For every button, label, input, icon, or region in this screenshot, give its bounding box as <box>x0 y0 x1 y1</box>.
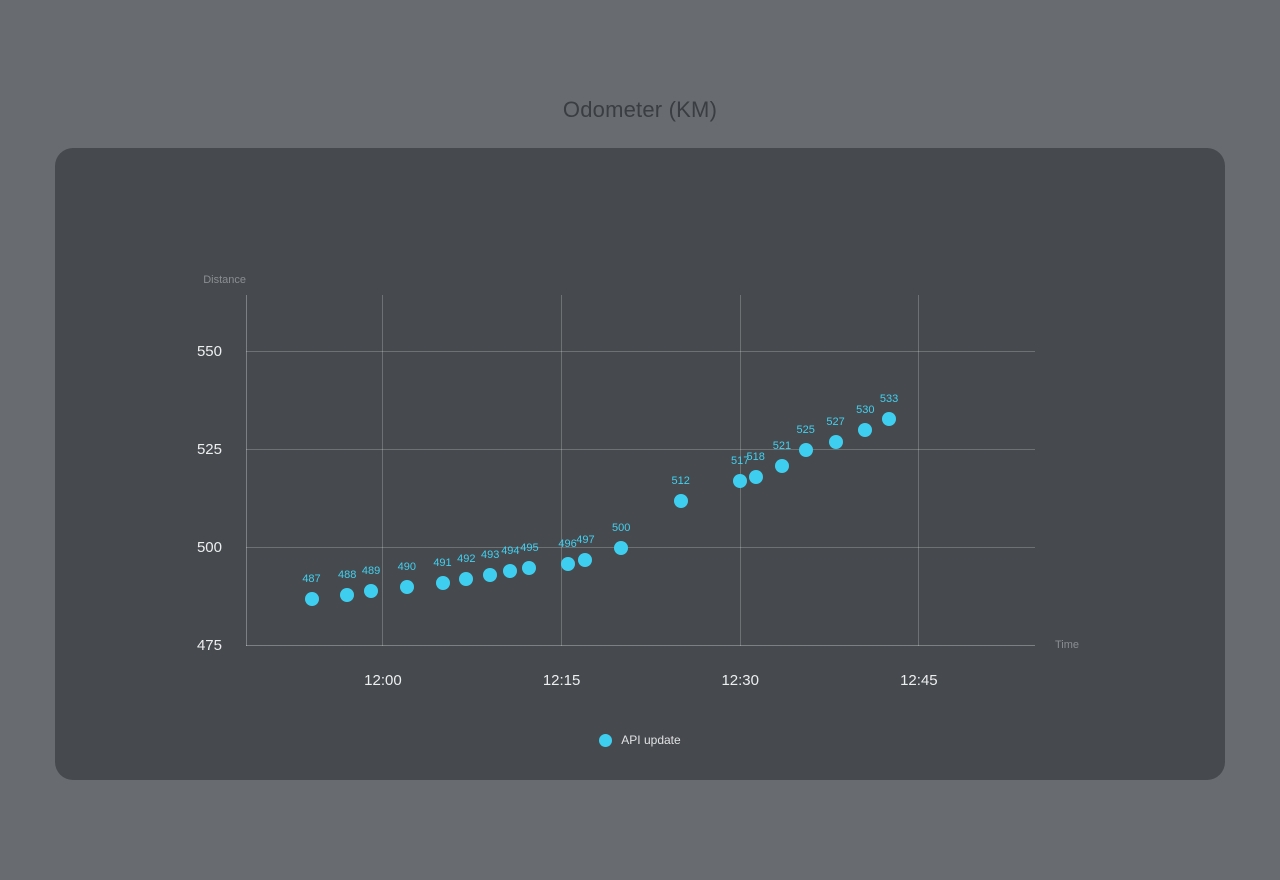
data-point-label: 518 <box>746 451 765 464</box>
data-point[interactable] <box>435 576 450 591</box>
x-axis-label: Time <box>1055 639 1080 651</box>
data-point-label: 496 <box>558 537 577 550</box>
data-point[interactable] <box>774 458 789 473</box>
data-point[interactable] <box>614 540 629 555</box>
data-point[interactable] <box>882 411 897 426</box>
x-axis-tick-label: 12:15 <box>542 672 581 689</box>
data-point[interactable] <box>828 435 843 450</box>
data-point-label: 497 <box>576 533 595 546</box>
y-axis-tick-label: 550 <box>196 342 222 360</box>
vertical-gridline <box>739 295 741 646</box>
data-point-label: 494 <box>501 545 520 558</box>
x-axis-tick-label: 12:30 <box>721 672 759 689</box>
data-point-label: 493 <box>480 549 500 562</box>
y-axis-tick-label: 475 <box>196 637 222 654</box>
data-point-label: 530 <box>856 404 875 417</box>
data-point[interactable] <box>340 588 355 603</box>
data-point[interactable] <box>578 552 593 567</box>
legend-label: API update <box>621 733 681 747</box>
data-point-label: 527 <box>826 416 845 429</box>
plot-area: 487 488 489 490 491 492 493 494 495 496 497 500 512 5… <box>246 295 1035 646</box>
horizontal-gridline <box>246 547 1035 549</box>
data-point-label: 525 <box>796 423 815 436</box>
legend[interactable]: API update <box>55 732 1225 748</box>
data-point-label: 533 <box>879 392 899 405</box>
data-point[interactable] <box>364 584 379 599</box>
data-point[interactable] <box>858 423 873 438</box>
data-point-label: 500 <box>611 521 631 534</box>
legend-marker-icon <box>599 733 613 747</box>
data-point-label: 521 <box>772 439 792 452</box>
data-point[interactable] <box>503 564 518 579</box>
data-point-label: 490 <box>397 561 416 574</box>
data-point[interactable] <box>560 556 575 571</box>
y-axis-label: Distance <box>203 274 246 286</box>
data-point[interactable] <box>673 493 688 508</box>
data-point-label: 489 <box>361 565 381 578</box>
data-point[interactable] <box>748 470 763 485</box>
data-point-label: 491 <box>433 557 452 570</box>
x-axis-tick-label: 12:00 <box>364 672 402 689</box>
horizontal-gridline <box>246 449 1035 451</box>
x-axis-line <box>246 645 1035 646</box>
vertical-gridline <box>918 295 920 646</box>
data-point[interactable] <box>304 591 319 606</box>
y-axis-line <box>246 295 247 646</box>
y-axis-tick-label: 500 <box>196 538 222 556</box>
vertical-gridline <box>382 295 384 646</box>
y-axis-tick-label: 525 <box>196 440 222 458</box>
vertical-gridline <box>561 295 563 646</box>
data-point[interactable] <box>798 442 813 457</box>
data-point[interactable] <box>459 572 474 587</box>
data-point[interactable] <box>399 580 414 595</box>
x-axis-tick-label: 12:45 <box>900 672 938 689</box>
data-point-label: 517 <box>731 455 750 468</box>
data-point-label: 512 <box>671 474 690 487</box>
chart-card: Distance Time 487 488 489 490 491 492 493 494 49… <box>55 148 1225 780</box>
data-point-label: 488 <box>338 569 357 582</box>
data-point[interactable] <box>483 568 498 583</box>
data-point-label: 487 <box>302 572 321 585</box>
horizontal-gridline <box>246 351 1035 353</box>
data-point-label: 492 <box>457 553 476 566</box>
data-point[interactable] <box>522 560 537 575</box>
data-point[interactable] <box>733 474 748 489</box>
chart-title: Odometer (KM) <box>562 97 718 122</box>
data-point-label: 495 <box>520 541 539 554</box>
